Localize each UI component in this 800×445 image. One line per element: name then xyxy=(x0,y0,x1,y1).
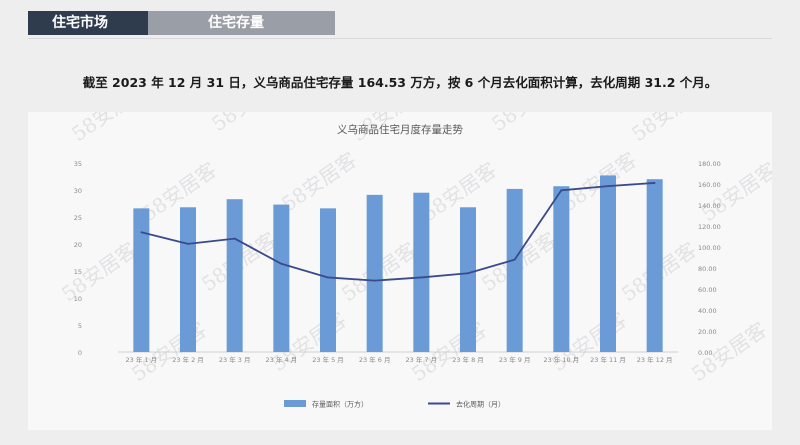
x-tick-label: 23 年 7 月 xyxy=(406,355,438,364)
section-tabs: 住宅市场 住宅存量 xyxy=(28,11,335,35)
y-right-tick-label: 20.00 xyxy=(698,328,717,336)
y-right-tick-label: 140.00 xyxy=(698,202,721,210)
line-point xyxy=(373,279,376,282)
line-point xyxy=(560,189,563,192)
bar xyxy=(133,208,150,352)
watermark-text: 58安居客 xyxy=(627,112,711,146)
line-point xyxy=(327,276,329,279)
watermark-text: 58安居客 xyxy=(557,147,641,216)
y-right-tick-label: 40.00 xyxy=(698,307,717,315)
header-divider xyxy=(28,38,772,39)
watermark-text: 58安居客 xyxy=(57,237,141,306)
tab-housing-market[interactable]: 住宅市场 xyxy=(28,11,148,35)
line-layer xyxy=(140,182,656,282)
line-point xyxy=(233,237,236,240)
y-right-tick-label: 0.00 xyxy=(698,349,712,357)
summary-text: 截至 2023 年 12 月 31 日，义乌商品住宅存量 164.53 万方，按… xyxy=(82,75,718,90)
line-point xyxy=(187,242,189,245)
x-tick-label: 23 年 11 月 xyxy=(590,355,626,364)
watermark-text: 58安居客 xyxy=(67,112,151,146)
x-tick-label: 23 年 12 月 xyxy=(637,355,673,364)
x-tick-label: 23 年 10 月 xyxy=(543,355,579,364)
y-left-tick-label: 15 xyxy=(74,268,82,276)
legend-bar-swatch xyxy=(284,400,306,407)
bar xyxy=(553,186,570,352)
chart-title: 义乌商品住宅月度存量走势 xyxy=(337,123,463,136)
watermark-text: 58安居客 xyxy=(417,157,501,226)
bar xyxy=(646,179,663,352)
y-right-tick-label: 120.00 xyxy=(698,223,721,231)
bar xyxy=(460,207,476,352)
axes-layer: 0 5 10 15 20 25 30 35 0.00 20.00 40.00 60.00 80.00 10… xyxy=(74,160,721,364)
y-left-tick-label: 25 xyxy=(74,214,82,222)
watermark-text: 58安居客 xyxy=(137,157,221,226)
x-tick-label: 23 年 8 月 xyxy=(452,355,484,364)
y-left-tick-label: 35 xyxy=(74,160,82,168)
y-left-tick-label: 20 xyxy=(74,241,82,249)
line-point xyxy=(280,262,283,265)
y-right-tick-label: 180.00 xyxy=(698,160,721,168)
y-right-tick-label: 100.00 xyxy=(698,244,721,252)
bar xyxy=(413,192,430,352)
line-point xyxy=(467,272,469,275)
bar xyxy=(600,175,616,352)
bar xyxy=(366,194,383,352)
y-left-tick-label: 30 xyxy=(74,187,82,195)
line-point xyxy=(607,185,609,187)
y-right-tick-label: 160.00 xyxy=(698,181,721,189)
y-right-tick-label: 80.00 xyxy=(698,265,717,273)
bar xyxy=(320,208,336,352)
y-right-tick-label: 60.00 xyxy=(698,286,717,294)
cycle-line xyxy=(141,182,655,282)
watermark-text: 58安居客 xyxy=(277,147,361,216)
line-point xyxy=(653,182,656,184)
watermark-text: 58安居客 xyxy=(207,112,291,136)
bar xyxy=(273,204,290,352)
bar xyxy=(180,207,196,352)
y-left-tick-label: 5 xyxy=(78,322,82,330)
tab-housing-inventory[interactable]: 住宅存量 xyxy=(148,11,335,35)
x-tick-label: 23 年 9 月 xyxy=(499,355,531,364)
x-tick-label: 23 年 6 月 xyxy=(359,355,391,364)
legend-line-label: 去化周期（月） xyxy=(456,400,505,409)
x-tick-label: 23 年 4 月 xyxy=(266,355,298,364)
y-left-tick-label: 0 xyxy=(78,349,82,357)
bar xyxy=(506,188,523,352)
watermark-text: 58安居客 xyxy=(487,112,571,136)
line-point xyxy=(513,258,516,261)
bars-layer xyxy=(133,175,663,352)
bar xyxy=(226,199,243,352)
x-tick-label: 23 年 5 月 xyxy=(312,355,344,364)
line-point xyxy=(140,231,143,234)
line-point xyxy=(420,276,423,279)
x-tick-label: 23 年 1 月 xyxy=(126,355,158,364)
y-left-tick-label: 10 xyxy=(74,295,82,303)
chart-panel: 58安居客 58安居客 58安居客 58安居客 58安居客 58安居客 58安居客 58安居客… xyxy=(28,112,772,430)
legend: 存量面积（万方） 去化周期（月） xyxy=(284,400,505,409)
legend-bar-label: 存量面积（万方） xyxy=(312,400,368,409)
x-tick-label: 23 年 3 月 xyxy=(219,355,251,364)
x-tick-label: 23 年 2 月 xyxy=(172,355,204,364)
